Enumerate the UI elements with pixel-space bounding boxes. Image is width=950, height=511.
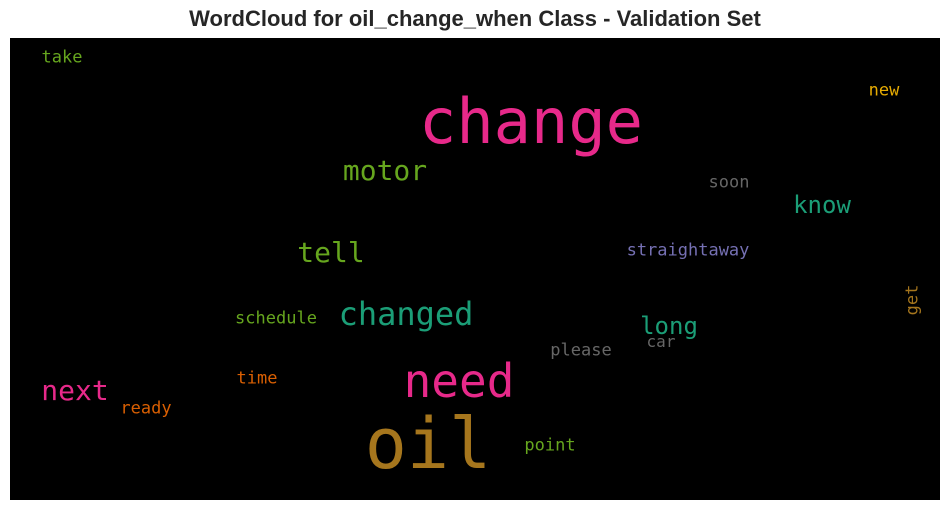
- word-ready: ready: [120, 398, 172, 419]
- word-need: need: [403, 354, 515, 408]
- word-long: long: [640, 312, 698, 340]
- word-tell: tell: [297, 236, 365, 269]
- word-car: car: [646, 332, 676, 351]
- word-take: take: [41, 47, 83, 68]
- wordcloud-canvas: change oil need changed motor tell next know lon…: [10, 38, 940, 500]
- word-changed: changed: [338, 295, 474, 333]
- word-new: new: [868, 80, 900, 101]
- word-next: next: [41, 374, 109, 407]
- word-schedule: schedule: [235, 308, 317, 329]
- word-oil: oil: [364, 403, 492, 485]
- word-change: change: [419, 85, 643, 158]
- word-soon: soon: [708, 172, 750, 193]
- word-point: point: [524, 435, 576, 456]
- word-straightaway: straightaway: [626, 240, 750, 261]
- word-time: time: [236, 368, 278, 389]
- chart-title: WordCloud for oil_change_when Class - Va…: [189, 6, 761, 31]
- word-motor: motor: [342, 154, 428, 187]
- word-get: get: [902, 284, 923, 316]
- word-know: know: [793, 191, 851, 219]
- word-please: please: [550, 340, 612, 361]
